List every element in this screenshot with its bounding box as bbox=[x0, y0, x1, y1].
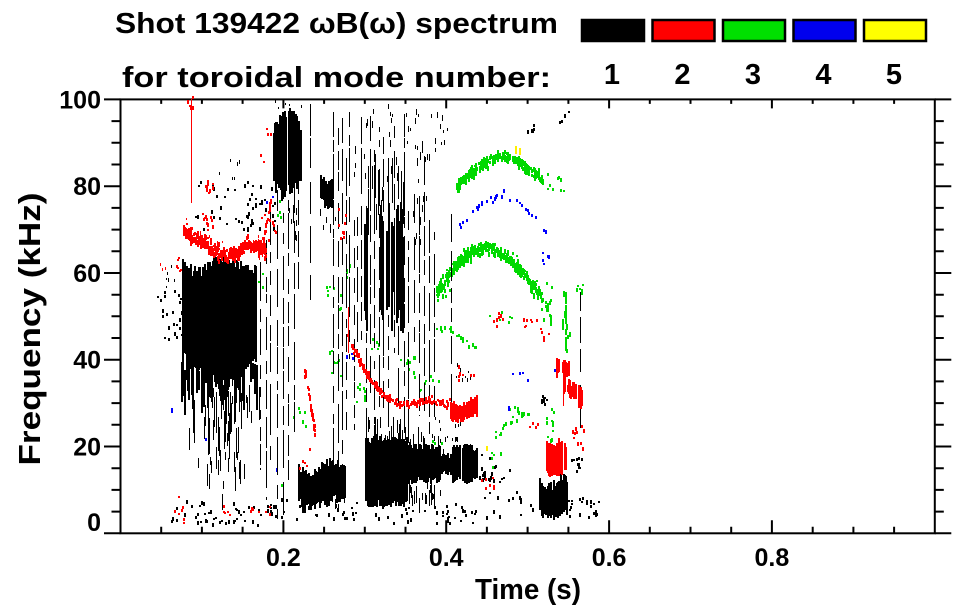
svg-text:40: 40 bbox=[73, 347, 101, 375]
svg-text:60: 60 bbox=[73, 260, 101, 288]
svg-text:80: 80 bbox=[73, 173, 101, 201]
svg-text:Time (s): Time (s) bbox=[475, 574, 581, 606]
svg-text:1: 1 bbox=[604, 59, 620, 91]
svg-text:0.2: 0.2 bbox=[266, 544, 301, 572]
svg-text:100: 100 bbox=[59, 86, 101, 114]
svg-text:5: 5 bbox=[886, 59, 902, 91]
svg-text:0.8: 0.8 bbox=[755, 544, 790, 572]
svg-text:4: 4 bbox=[815, 59, 831, 91]
svg-text:0.6: 0.6 bbox=[592, 544, 627, 572]
svg-text:Shot 139422 ωB(ω) spectrum: Shot 139422 ωB(ω) spectrum bbox=[115, 8, 558, 40]
svg-text:2: 2 bbox=[674, 59, 690, 91]
svg-text:Frequency (kHz): Frequency (kHz) bbox=[12, 193, 47, 466]
svg-text:for toroidal mode number:: for toroidal mode number: bbox=[122, 62, 551, 94]
svg-text:0.4: 0.4 bbox=[429, 544, 464, 572]
svg-text:0: 0 bbox=[87, 509, 101, 537]
svg-text:3: 3 bbox=[745, 59, 761, 91]
svg-text:20: 20 bbox=[73, 434, 101, 462]
